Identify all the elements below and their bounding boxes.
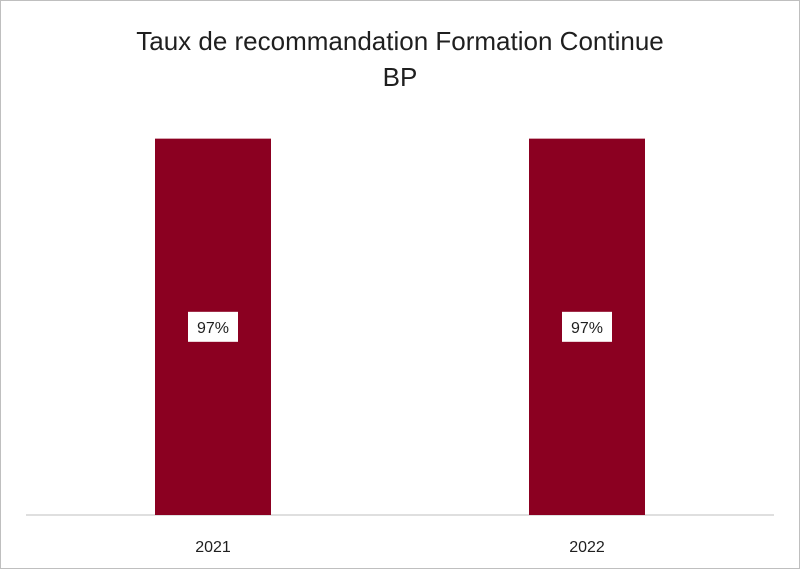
chart-title-line-1: Taux de recommandation Formation Continu… <box>136 26 664 56</box>
data-label-box-2022 <box>562 311 612 342</box>
data-label-box-2021 <box>188 311 238 342</box>
data-label-2021: 97% <box>197 320 229 337</box>
x-tick-label-2022: 2022 <box>569 539 605 556</box>
data-label-2022: 97% <box>571 320 603 337</box>
chart-title: Taux de recommandation Formation Continu… <box>1 23 799 95</box>
x-tick-label-2021: 2021 <box>195 539 231 556</box>
chart-title-line-2: BP <box>382 62 418 92</box>
